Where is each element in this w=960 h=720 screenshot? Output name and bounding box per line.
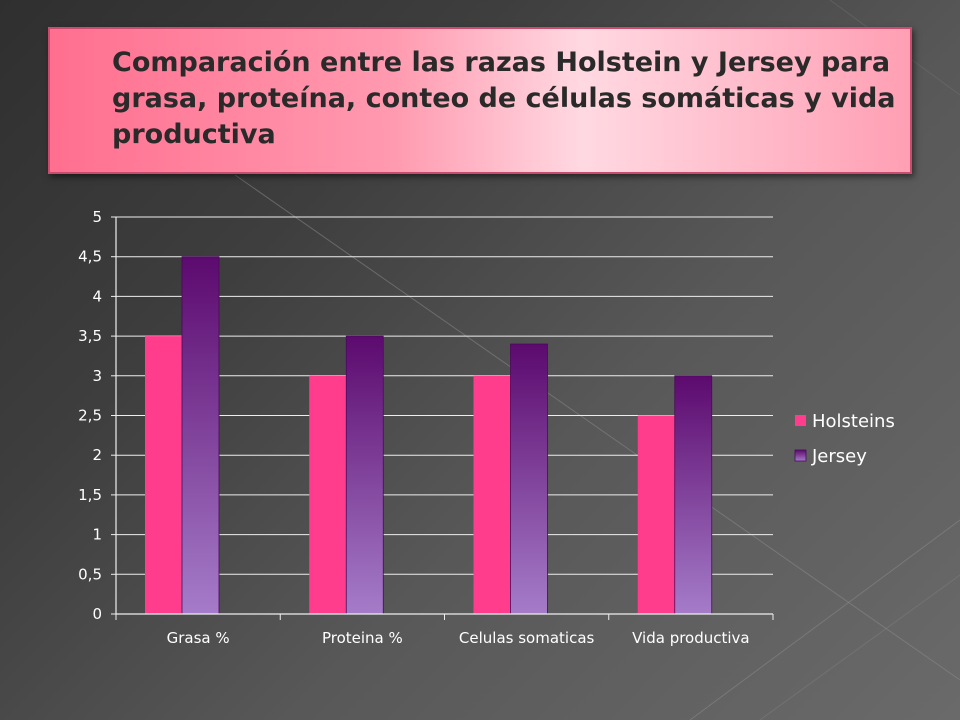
legend-swatch-holsteins xyxy=(795,415,806,426)
legend-label-holsteins: Holsteins xyxy=(812,411,895,432)
legend-label-jersey: Jersey xyxy=(811,446,867,467)
x-axis-ticks: Grasa % Proteina % Celulas somaticas Vida p… xyxy=(115,614,774,647)
bar-jersey-2 xyxy=(510,343,548,615)
y-tick-label: 3 xyxy=(92,367,102,385)
x-tick-label: Vida productiva xyxy=(632,629,750,647)
y-tick-label: 1,5 xyxy=(78,486,102,504)
title-banner: Comparación entre las razas Holstein y J… xyxy=(48,27,912,174)
slide-title: Comparación entre las razas Holstein y J… xyxy=(112,47,896,150)
y-tick-label: 1 xyxy=(92,526,102,544)
y-tick-label: 4,5 xyxy=(78,248,102,266)
bar-holsteins-0 xyxy=(145,336,182,614)
y-tick-label: 4 xyxy=(92,287,102,305)
bar-holsteins-2 xyxy=(473,375,511,614)
bar-jersey-3 xyxy=(674,375,713,615)
bar-jersey-1 xyxy=(345,335,384,615)
y-axis-ticks: 0 0,5 1 1,5 2 2,5 3 3,5 4 4,5 5 xyxy=(78,208,116,623)
y-tick-label: 3,5 xyxy=(78,327,102,345)
x-tick-label: Celulas somaticas xyxy=(459,629,595,647)
bar-jersey-0 xyxy=(181,256,220,615)
x-tick-label: Proteina % xyxy=(322,629,403,647)
bar-holsteins-1 xyxy=(309,375,347,614)
y-tick-label: 0,5 xyxy=(78,565,102,583)
y-tick-label: 0 xyxy=(92,605,102,623)
bars xyxy=(145,256,713,615)
y-tick-label: 5 xyxy=(92,208,102,226)
legend: Holsteins Jersey xyxy=(794,411,895,467)
y-tick-label: 2,5 xyxy=(78,407,102,425)
legend-swatch-jersey xyxy=(794,449,807,462)
y-tick-label: 2 xyxy=(92,446,102,464)
bar-holsteins-3 xyxy=(637,415,675,614)
x-tick-label: Grasa % xyxy=(167,629,230,647)
